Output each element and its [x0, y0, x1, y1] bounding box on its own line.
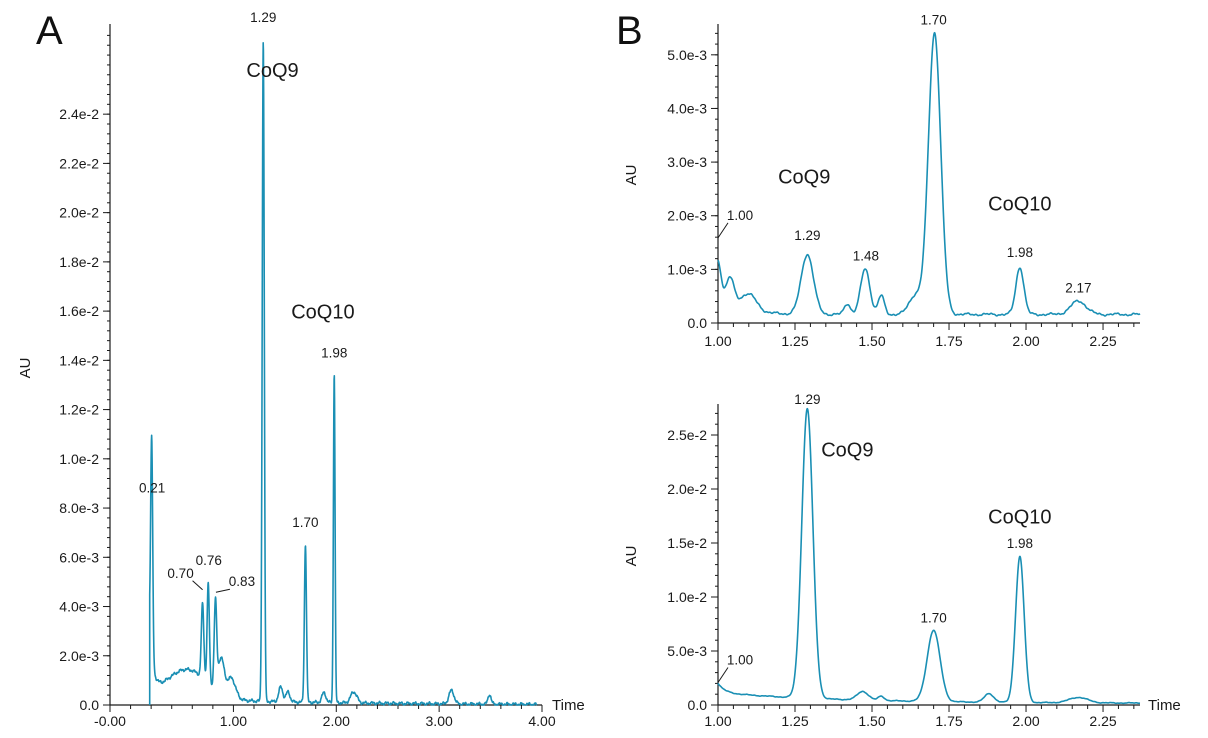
y-tick-label: 8.0e-3 — [59, 500, 99, 516]
x-tick-label: 1.25 — [781, 713, 808, 729]
peak-label: 0.83 — [229, 574, 255, 589]
chromatogram-trace — [717, 31, 1141, 317]
chart-panel-1: 0.0 2.0e-3 4.0e-3 6.0e-3 8.0e-3 1.0e-2 1.2e-2 1… — [17, 10, 585, 729]
x-tick-label: 4.00 — [528, 713, 555, 729]
x-tick-label: 1.00 — [704, 713, 731, 729]
y-tick-label: 0.0 — [688, 315, 708, 331]
y-tick-label: 2.2e-2 — [59, 155, 99, 171]
peak-label: 1.70 — [920, 13, 946, 28]
peak-label: 1.98 — [1007, 536, 1033, 551]
y-axis-label: AU — [623, 165, 640, 186]
peak-label: 2.17 — [1065, 280, 1091, 295]
peak-label: 0.70 — [167, 566, 193, 581]
peak-label: 1.70 — [920, 610, 946, 625]
y-tick-label: 2.0e-2 — [59, 205, 99, 221]
x-tick-label: 3.00 — [426, 713, 453, 729]
x-tick-label: 2.00 — [323, 713, 350, 729]
y-tick-label: 1.6e-2 — [59, 303, 99, 319]
y-tick-label: 5.0e-3 — [667, 643, 707, 659]
chart-panel-3: 0.0 5.0e-3 1.0e-2 1.5e-2 2.0e-2 2.5e-2 1.00 1.2… — [623, 392, 1181, 729]
y-tick-label: 4.0e-3 — [59, 599, 99, 615]
x-axis-label: Time — [1148, 697, 1181, 714]
y-tick-label: 2.5e-2 — [667, 427, 707, 443]
peak-label: 1.00 — [727, 652, 753, 667]
peak-label: 1.00 — [727, 208, 753, 223]
y-tick-label: 4.0e-3 — [667, 100, 707, 116]
peak-label: 1.48 — [853, 248, 879, 263]
y-tick-label: 1.0e-2 — [667, 589, 707, 605]
x-tick-label: 2.25 — [1089, 333, 1116, 349]
compound-annotation: CoQ10 — [291, 301, 354, 323]
compound-annotation: CoQ9 — [246, 60, 298, 82]
y-tick-label: 1.0e-3 — [667, 261, 707, 277]
peak-label: 1.98 — [321, 345, 347, 360]
x-tick-label: 2.25 — [1089, 713, 1116, 729]
y-tick-label: 1.0e-2 — [59, 451, 99, 467]
y-axis-label: AU — [17, 358, 34, 379]
peak-label: 0.76 — [196, 553, 222, 568]
y-tick-label: 0.0 — [80, 697, 100, 713]
x-tick-label: 1.25 — [781, 333, 808, 349]
y-tick-label: 1.8e-2 — [59, 254, 99, 270]
compound-annotation: CoQ9 — [821, 440, 873, 462]
peak-leader-line — [192, 580, 203, 591]
y-tick-label: 2.4e-2 — [59, 106, 99, 122]
peak-label: 1.98 — [1007, 245, 1033, 260]
x-tick-label: 1.00 — [220, 713, 247, 729]
panel-letter-b: B — [616, 9, 643, 53]
peak-leader-line — [717, 222, 729, 239]
peak-label: 0.21 — [139, 481, 165, 496]
x-tick-label: 1.50 — [858, 713, 885, 729]
y-tick-label: 3.0e-3 — [667, 154, 707, 170]
y-tick-label: 2.0e-3 — [667, 208, 707, 224]
x-tick-label: 1.75 — [935, 713, 962, 729]
compound-annotation: CoQ9 — [778, 167, 830, 189]
y-tick-label: 2.0e-2 — [667, 481, 707, 497]
peak-leader-line — [717, 667, 729, 683]
y-tick-label: 2.0e-3 — [59, 648, 99, 664]
y-tick-label: 1.5e-2 — [667, 535, 707, 551]
peak-label: 1.29 — [794, 228, 820, 243]
x-axis-label: Time — [552, 697, 585, 714]
compound-annotation: CoQ10 — [988, 193, 1051, 215]
peak-leader-line — [215, 588, 231, 593]
y-tick-label: 1.2e-2 — [59, 402, 99, 418]
peak-label: 1.70 — [292, 515, 318, 530]
peak-label: 1.29 — [794, 392, 820, 407]
peak-label: 1.29 — [250, 10, 276, 25]
chart-panel-2: 0.0 1.0e-3 2.0e-3 3.0e-3 4.0e-3 5.0e-3 1.00 1.2… — [623, 13, 1141, 349]
panel-letter-a: A — [36, 9, 63, 53]
x-tick-label: -0.00 — [94, 713, 126, 729]
x-tick-label: 2.00 — [1012, 713, 1039, 729]
y-tick-label: 6.0e-3 — [59, 549, 99, 565]
chromatogram-trace — [717, 407, 1141, 705]
y-tick-label: 1.4e-2 — [59, 352, 99, 368]
y-axis-label: AU — [623, 546, 640, 567]
y-tick-label: 5.0e-3 — [667, 47, 707, 63]
x-tick-label: 2.00 — [1012, 333, 1039, 349]
x-tick-label: 1.00 — [704, 333, 731, 349]
chromatogram-trace — [148, 41, 538, 706]
compound-annotation: CoQ10 — [988, 507, 1051, 529]
x-tick-label: 1.50 — [858, 333, 885, 349]
x-tick-label: 1.75 — [935, 333, 962, 349]
y-tick-label: 0.0 — [688, 697, 708, 713]
